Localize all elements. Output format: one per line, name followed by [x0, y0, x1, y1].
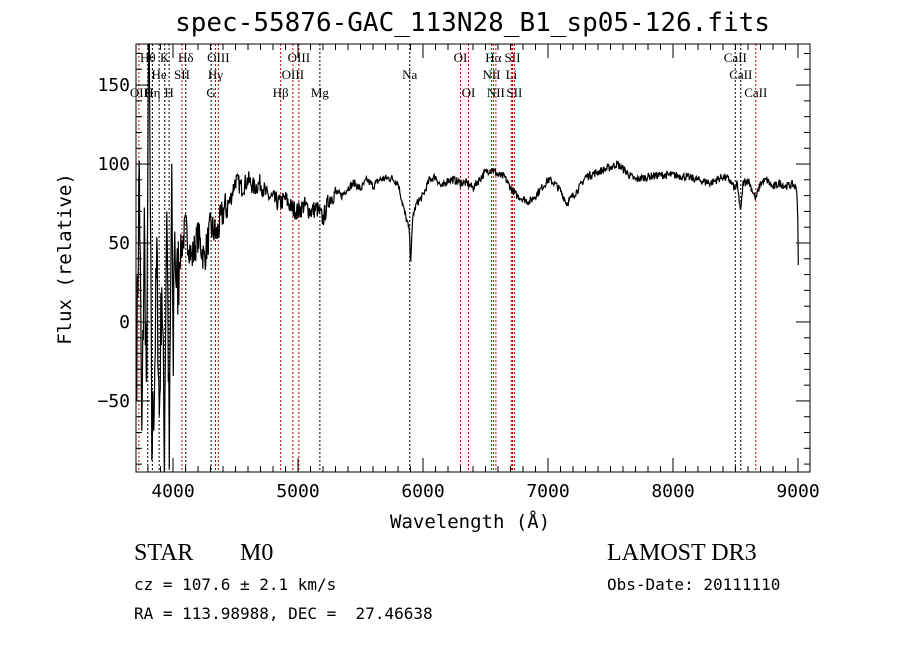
spectral-line-label-OII: OII — [130, 85, 148, 100]
spectral-line-label-OI: OI — [454, 50, 468, 65]
x-tick-label: 6000 — [401, 481, 444, 502]
spectral-line-label-Hβ: Hβ — [273, 85, 289, 100]
x-tick-label: 7000 — [526, 481, 569, 502]
spectral-line-label-CaII: CaII — [744, 85, 767, 100]
redshift-info: cz = 107.6 ± 2.1 km/s — [134, 575, 337, 594]
spectral-line-label-SII: SII — [505, 50, 521, 65]
y-tick-label: 100 — [97, 154, 130, 175]
spectral-line-label-Hα: Hα — [485, 50, 501, 65]
spectral-line-label-SII: SII — [174, 67, 190, 82]
spectral-line-label-OIII: OIII — [207, 50, 229, 65]
spectral-line-label-CaII: CaII — [724, 50, 747, 65]
spectral-line-label-OI: OI — [462, 85, 476, 100]
object-subclass: M0 — [240, 540, 274, 566]
plot-frame — [135, 43, 811, 473]
spectral-line-label-Mg: Mg — [311, 85, 330, 100]
x-tick-label: 9000 — [776, 481, 819, 502]
spectral-line-label-NII: NII — [482, 67, 500, 82]
y-tick-label: 50 — [108, 233, 130, 254]
spectral-line-label-OIII: OIII — [288, 50, 310, 65]
x-axis-label: Wavelength (Å) — [390, 511, 551, 533]
survey-name: LAMOST DR3 — [607, 540, 757, 566]
spectral-line-label-NII: NII — [487, 85, 505, 100]
spectral-line-label-SII: SII — [506, 85, 522, 100]
spectral-line-label-CaII: CaII — [729, 67, 752, 82]
object-class: STAR — [134, 540, 194, 566]
x-tick-label: 8000 — [651, 481, 694, 502]
spectral-line-label-Hθ: Hθ — [140, 50, 156, 65]
spectral-line-label-OIII: OIII — [282, 67, 304, 82]
obs-date: Obs-Date: 20111110 — [607, 575, 781, 594]
spectral-line-label-Na: Na — [402, 67, 417, 82]
spectral-line-label-Hγ: Hγ — [208, 67, 223, 82]
x-tick-label: 5000 — [276, 481, 319, 502]
y-tick-label: 0 — [119, 312, 130, 333]
spectral-line-label-H: H — [164, 85, 173, 100]
spectral-line-label-He: He — [152, 67, 167, 82]
spectral-line-label-Li: Li — [506, 67, 518, 82]
y-tick-label: −50 — [97, 391, 130, 412]
spectral-line-label-G: G — [206, 85, 215, 100]
spectral-line-label-Hη: Hη — [144, 85, 160, 100]
chart-title: spec-55876-GAC_113N28_B1_sp05-126.fits — [175, 8, 770, 38]
spectral-line-label-Hδ: Hδ — [178, 50, 194, 65]
spectral-line-label-K: K — [160, 50, 170, 65]
spectrum-line — [136, 43, 799, 473]
y-tick-label: 150 — [97, 75, 130, 96]
x-tick-label: 4000 — [151, 481, 194, 502]
coordinates: RA = 113.98988, DEC = 27.46638 — [134, 604, 433, 623]
